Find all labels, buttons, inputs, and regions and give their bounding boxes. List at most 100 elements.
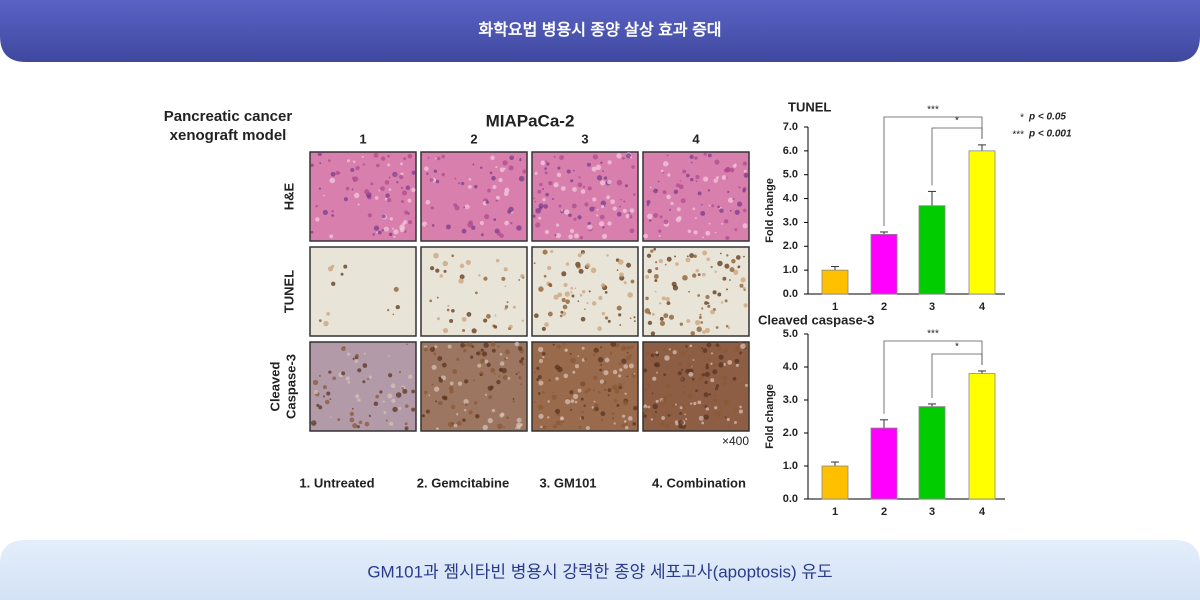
cell-texture bbox=[443, 269, 447, 273]
footer-caption: GM101과 젬시타빈 병용시 강력한 종양 세포고사(apoptosis) 유… bbox=[367, 562, 832, 581]
cell-texture bbox=[674, 255, 677, 258]
cell-texture bbox=[447, 421, 454, 428]
cell-texture bbox=[724, 167, 731, 173]
cell-texture bbox=[722, 381, 727, 386]
cell-texture bbox=[352, 160, 356, 164]
group-label: 2. Gemcitabine bbox=[417, 475, 509, 490]
cell-texture bbox=[652, 376, 657, 381]
cell-texture bbox=[629, 208, 635, 213]
cell-texture bbox=[623, 200, 626, 203]
cell-texture bbox=[560, 424, 563, 426]
cell-texture bbox=[574, 233, 579, 239]
cell-texture bbox=[454, 177, 457, 180]
cell-texture bbox=[646, 199, 651, 204]
cell-texture bbox=[541, 352, 546, 356]
cell-texture bbox=[572, 370, 576, 374]
cell-texture bbox=[392, 406, 398, 413]
cell-texture bbox=[499, 361, 505, 366]
cell-texture bbox=[624, 184, 628, 188]
cell-texture bbox=[493, 218, 497, 221]
cell-texture bbox=[349, 411, 355, 417]
sig-bracket bbox=[883, 340, 983, 414]
cell-texture bbox=[377, 230, 382, 235]
cell-texture bbox=[449, 381, 454, 386]
cell-texture bbox=[678, 419, 684, 426]
cell-texture bbox=[552, 424, 558, 429]
y-tick-label: 7.0 bbox=[783, 121, 798, 133]
cell-texture bbox=[461, 316, 467, 322]
cell-texture bbox=[607, 394, 610, 397]
cell-texture bbox=[429, 177, 434, 183]
cell-texture bbox=[561, 297, 566, 303]
cell-texture bbox=[723, 348, 728, 353]
cell-texture bbox=[542, 197, 546, 202]
cell-texture bbox=[499, 413, 504, 418]
cell-texture bbox=[624, 426, 629, 430]
cell-texture bbox=[694, 157, 697, 160]
cell-texture bbox=[368, 414, 372, 418]
cell-texture bbox=[646, 203, 650, 206]
cell-texture bbox=[603, 370, 609, 376]
cell-texture bbox=[644, 404, 647, 406]
cell-texture bbox=[713, 394, 717, 398]
cell-texture bbox=[622, 414, 626, 418]
cell-texture bbox=[643, 414, 647, 418]
cell-texture bbox=[498, 178, 503, 183]
cell-texture bbox=[519, 159, 522, 162]
cell-texture bbox=[599, 368, 603, 372]
cell-texture bbox=[610, 341, 616, 347]
bar bbox=[918, 406, 946, 500]
cell-texture bbox=[326, 312, 330, 316]
cell-texture bbox=[392, 313, 395, 316]
cell-texture bbox=[518, 175, 525, 182]
cell-texture bbox=[629, 317, 632, 320]
cell-texture bbox=[466, 311, 472, 317]
cell-texture bbox=[726, 254, 729, 257]
cell-texture bbox=[598, 221, 605, 227]
cell-texture bbox=[616, 305, 622, 311]
cell-texture bbox=[428, 394, 431, 397]
cell-texture bbox=[682, 169, 687, 174]
cell-texture bbox=[555, 420, 561, 426]
x-tick-label: 1 bbox=[832, 506, 838, 518]
x-tick-label: 3 bbox=[929, 506, 935, 518]
cell-texture bbox=[625, 153, 632, 159]
cell-texture bbox=[548, 181, 553, 186]
cell-texture bbox=[501, 276, 506, 281]
cell-texture bbox=[448, 385, 454, 391]
cell-texture bbox=[616, 179, 623, 186]
cell-texture bbox=[658, 259, 663, 264]
cell-texture bbox=[516, 417, 522, 423]
cell-texture bbox=[456, 421, 462, 426]
cell-texture bbox=[341, 371, 346, 376]
cell-texture bbox=[548, 282, 552, 287]
model-label: xenograft model bbox=[170, 127, 287, 144]
cell-texture bbox=[582, 185, 586, 189]
cell-texture bbox=[659, 320, 665, 326]
cell-texture bbox=[649, 186, 652, 189]
cell-texture bbox=[702, 250, 708, 256]
cell-texture bbox=[631, 374, 636, 378]
y-axis-label: Fold change bbox=[764, 178, 776, 243]
cell-texture bbox=[506, 357, 508, 359]
cell-texture bbox=[502, 426, 505, 429]
cell-texture bbox=[404, 426, 409, 431]
cell-texture bbox=[631, 165, 635, 169]
cell-texture bbox=[387, 393, 393, 399]
cell-texture bbox=[697, 400, 702, 405]
cell-texture bbox=[544, 229, 550, 235]
cell-texture bbox=[331, 210, 334, 213]
cell-texture bbox=[337, 418, 341, 422]
cell-texture bbox=[389, 217, 393, 221]
cell-texture bbox=[622, 157, 625, 160]
cell-texture bbox=[584, 202, 589, 207]
cell-texture bbox=[543, 204, 548, 209]
cell-texture bbox=[503, 267, 508, 272]
cell-texture bbox=[725, 288, 728, 291]
cell-texture bbox=[499, 352, 503, 356]
cell-texture bbox=[717, 260, 723, 267]
cell-texture bbox=[520, 357, 525, 361]
cell-texture bbox=[391, 398, 396, 404]
cell-texture bbox=[633, 372, 636, 375]
y-axis-label: Fold change bbox=[764, 384, 776, 449]
